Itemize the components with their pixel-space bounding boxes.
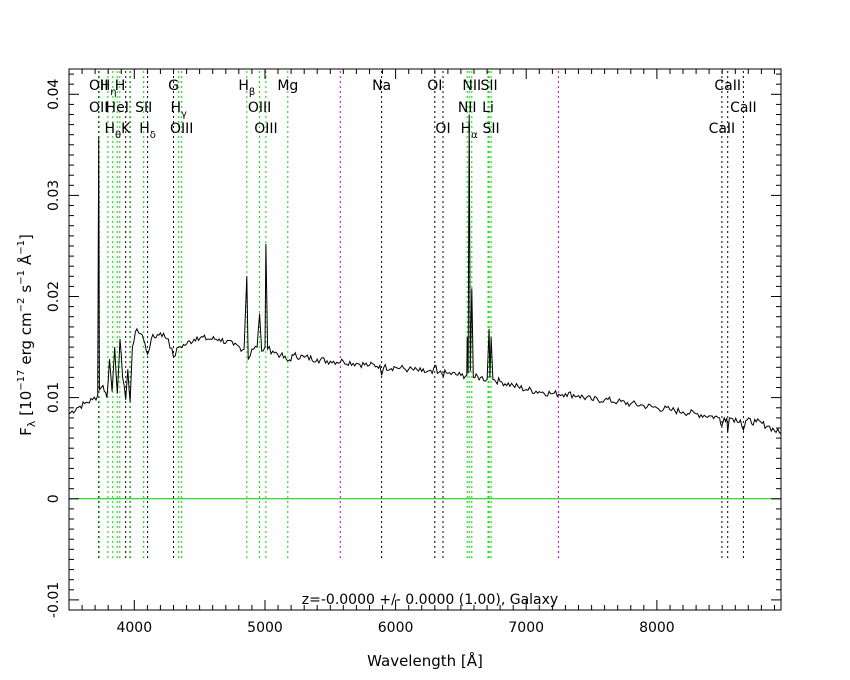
line-label-text-24: OI [435,121,450,137]
line-label-text-12: HeI [106,100,129,116]
line-label-2: H [115,78,126,94]
line-label-27: CaII [709,121,736,137]
y-label-exp2: −2 [16,298,27,313]
line-label-text-9: SII [481,78,498,94]
line-label-17: Li [482,100,494,116]
line-label-text-11: OII [89,100,108,116]
line-label-text-18: CaII [730,100,757,116]
line-label-text-6: Na [372,78,391,94]
y-label-mid1: erg cm [17,312,35,364]
y-tick-label-0: 0 [46,494,62,503]
line-label-0: OII [89,78,108,94]
line-label-11: OII [89,100,108,116]
line-label-1: Hη [100,78,117,98]
y-axis-ticks: -0.01 0 0.01 0.02 0.03 0.04 [46,73,781,618]
line-label-text-26: SII [483,121,500,137]
line-label-sub-1: η [110,87,116,98]
line-label-16: NII [458,100,477,116]
line-label-4: Hβ [238,78,255,98]
line-label-22: OIII [170,121,193,137]
line-label-text-20: K [121,121,131,137]
line-label-text-4: H [238,78,249,94]
line-label-21: Hδ [139,121,156,141]
line-label-text-15: OIII [248,100,271,116]
line-label-text-13: SII [135,100,152,116]
series-layer [68,114,782,435]
line-label-text-3: G [168,78,179,94]
line-label-sub-21: δ [150,130,156,141]
line-label-text-23: OIII [254,121,277,137]
line-label-text-27: CaII [709,121,736,137]
plot-frame [68,68,782,611]
line-label-text-22: OIII [170,121,193,137]
line-label-text-5: Mg [277,78,298,94]
line-label-24: OI [435,121,450,137]
line-label-3: G [168,78,179,94]
series-line-spectrum [68,114,782,435]
line-label-15: OIII [248,100,271,116]
y-label-close: ] [17,234,35,240]
y-label-unit: Å [16,254,35,265]
line-label-sub-25: α [471,130,478,141]
y-label-exp3: −1 [16,270,27,285]
y-tick-label-0.02: 0.02 [46,281,62,312]
line-label-sub-14: γ [181,109,187,120]
line-label-text-21: H [139,121,150,137]
line-label-6: Na [372,78,391,94]
line-label-text-17: Li [482,100,494,116]
line-label-text-10: CaII [714,78,741,94]
line-label-text-14: H [170,100,181,116]
x-tick-label-6000: 6000 [378,620,414,636]
line-label-text-0: OII [89,78,108,94]
line-label-text-19: H [104,121,115,137]
line-label-7: OI [427,78,442,94]
line-label-14: Hγ [170,100,187,120]
line-label-9: SII [481,78,498,94]
line-label-text-8: NII [462,78,481,94]
line-label-25: Hα [461,121,479,141]
line-label-text-16: NII [458,100,477,116]
y-tick-label-0.04: 0.04 [46,79,62,110]
line-label-18: CaII [730,100,757,116]
annotation-text: z=-0.0000 +/- 0.0000 (1.00), Galaxy [302,592,558,608]
line-label-26: SII [483,121,500,137]
y-tick-label-0.03: 0.03 [46,180,62,211]
y-tick-label-0.01: 0.01 [46,382,62,413]
x-tick-label-5000: 5000 [247,620,283,636]
line-label-19: Hθ [104,121,121,141]
x-tick-label-8000: 8000 [639,620,675,636]
line-label-20: K [121,121,131,137]
y-label-sym: F [17,427,35,436]
x-tick-label-7000: 7000 [508,620,544,636]
line-label-8: NII [462,78,481,94]
y-axis-label: Fλ[10−17erg cm−2s−1Å−1] [16,234,38,436]
line-label-text-7: OI [427,78,442,94]
x-tick-label-4000: 4000 [116,620,152,636]
line-label-text-1: H [100,78,111,94]
y-label-sub: λ [25,420,38,427]
line-marker-layer [98,71,744,558]
y-label-exp4: −1 [16,240,27,255]
y-label-exp1: −17 [16,370,27,391]
line-label-5: Mg [277,78,298,94]
line-label-12: HeI [106,100,129,116]
line-label-10: CaII [714,78,741,94]
line-label-sub-4: β [249,87,255,98]
line-label-sub-19: θ [115,130,121,141]
line-label-text-2: H [115,78,126,94]
y-label-open: [10 [17,391,35,416]
x-axis-ticks: 4000 5000 6000 7000 8000 [68,69,775,636]
y-tick-label--0.01: -0.01 [46,582,62,618]
line-label-23: OIII [254,121,277,137]
line-label-13: SII [135,100,152,116]
x-axis-label: Wavelength [Å] [367,651,483,670]
line-label-text-25: H [461,121,472,137]
y-label-mid2: s [17,285,35,293]
